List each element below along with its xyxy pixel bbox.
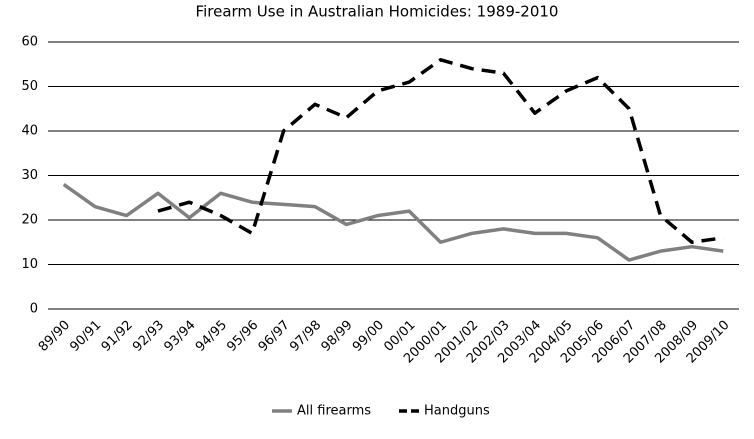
x-tick-label: 89/90: [36, 318, 73, 355]
x-tick-label: 95/96: [224, 318, 261, 355]
legend-label: All firearms: [297, 404, 371, 419]
y-tick-label: 50: [21, 79, 38, 94]
x-tick-label: 93/94: [162, 318, 199, 355]
x-tick-label: 97/98: [287, 318, 324, 355]
y-tick-label: 30: [21, 168, 38, 183]
x-tick-label: 98/99: [319, 318, 356, 355]
x-tick-label: 96/97: [256, 318, 293, 355]
series-line: [62, 182, 724, 262]
y-tick-label: 10: [21, 257, 38, 272]
y-tick-label: 0: [30, 302, 38, 317]
x-tick-label: 90/91: [67, 318, 104, 355]
y-tick-label: 60: [21, 35, 38, 50]
chart-title: Firearm Use in Australian Homicides: 198…: [196, 3, 559, 21]
legend-label: Handguns: [424, 404, 490, 419]
series-line: [157, 58, 724, 244]
x-tick-label: 92/93: [130, 318, 167, 355]
y-tick-label: 40: [21, 124, 38, 139]
y-tick-label: 20: [21, 213, 38, 228]
x-tick-label: 99/00: [350, 318, 387, 355]
x-tick-label: 91/92: [99, 318, 136, 355]
x-tick-label: 94/95: [193, 318, 230, 355]
